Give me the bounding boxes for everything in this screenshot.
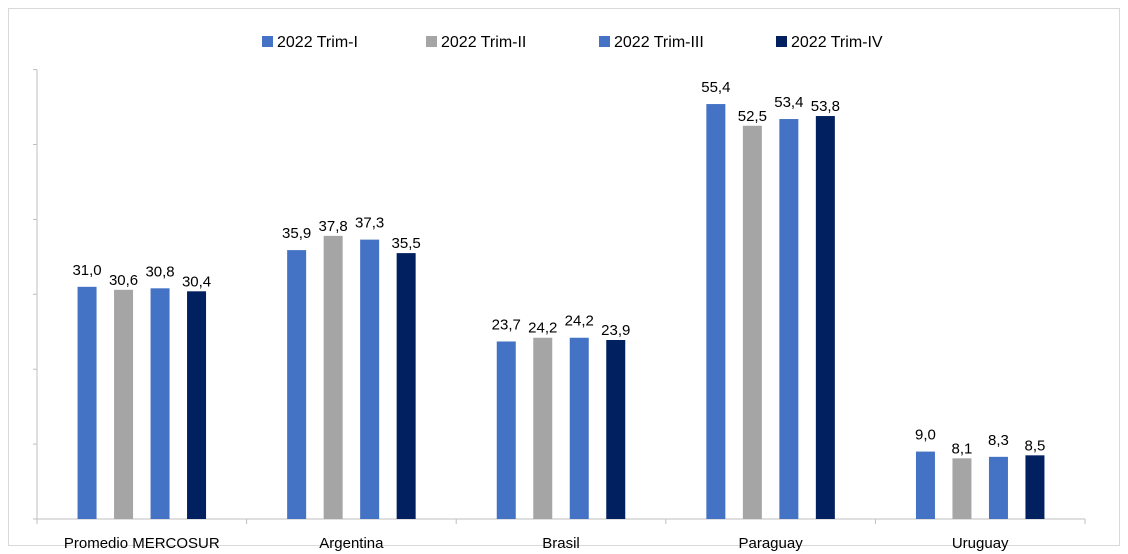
data-label-2022-trim-ii-uruguay: 8,1 bbox=[952, 440, 973, 457]
data-label-2022-trim-iii-argentina: 37,3 bbox=[355, 215, 384, 232]
legend-swatch-2022-trim-iii bbox=[599, 36, 610, 47]
bar-2022-trim-iii-promedio-mercosur bbox=[150, 288, 170, 519]
data-label-2022-trim-iv-paraguay: 53,8 bbox=[811, 98, 840, 115]
legend-label-2022-trim-iv: 2022 Trim-IV bbox=[791, 34, 883, 51]
bar-2022-trim-ii-uruguay bbox=[952, 458, 972, 519]
data-label-2022-trim-iv-argentina: 35,5 bbox=[392, 235, 421, 252]
bar-2022-trim-iv-brasil bbox=[606, 339, 626, 519]
bar-2022-trim-iii-paraguay bbox=[779, 119, 799, 519]
data-label-2022-trim-ii-promedio-mercosur: 30,6 bbox=[109, 272, 138, 289]
data-label-2022-trim-iv-uruguay: 8,5 bbox=[1025, 437, 1046, 454]
axes: Promedio MERCOSUR Argentina Brasil Paraguay… bbox=[33, 69, 1086, 552]
bar-2022-trim-ii-promedio-mercosur bbox=[114, 289, 134, 519]
data-label-2022-trim-iv-brasil: 23,9 bbox=[601, 322, 630, 339]
legend-label-2022-trim-i: 2022 Trim-I bbox=[277, 34, 358, 51]
bars bbox=[77, 104, 1045, 520]
legend-label-2022-trim-iii: 2022 Trim-III bbox=[614, 34, 704, 51]
data-label-2022-trim-ii-brasil: 24,2 bbox=[528, 320, 557, 337]
bar-2022-trim-i-paraguay bbox=[706, 104, 726, 519]
legend-label-2022-trim-ii: 2022 Trim-II bbox=[441, 34, 526, 51]
bar-2022-trim-ii-paraguay bbox=[742, 125, 762, 520]
bar-2022-trim-iii-uruguay bbox=[988, 456, 1008, 519]
bar-2022-trim-i-promedio-mercosur bbox=[77, 286, 97, 519]
bar-2022-trim-i-uruguay bbox=[915, 451, 935, 519]
bar-2022-trim-iv-uruguay bbox=[1025, 455, 1045, 519]
x-tick-label-promedio-mercosur: Promedio MERCOSUR bbox=[64, 535, 220, 552]
bar-2022-trim-ii-brasil bbox=[533, 337, 553, 519]
data-labels: 31,0 35,9 23,7 55,4 9,0 30,6 37,8 24,2 52,5 8,1 30… bbox=[72, 79, 1045, 457]
data-label-2022-trim-iii-uruguay: 8,3 bbox=[988, 432, 1009, 449]
bar-2022-trim-iii-argentina bbox=[360, 239, 380, 520]
data-label-2022-trim-ii-paraguay: 52,5 bbox=[738, 108, 767, 125]
data-label-2022-trim-iii-paraguay: 53,4 bbox=[774, 94, 803, 111]
legend-swatch-2022-trim-i bbox=[262, 36, 273, 47]
x-tick-label-argentina: Argentina bbox=[319, 535, 384, 552]
x-tick-label-brasil: Brasil bbox=[542, 535, 580, 552]
bar-2022-trim-i-brasil bbox=[496, 341, 516, 519]
data-label-2022-trim-i-uruguay: 9,0 bbox=[915, 427, 936, 444]
bar-2022-trim-ii-argentina bbox=[323, 235, 343, 520]
legend-swatch-2022-trim-iv bbox=[776, 36, 787, 47]
bar-2022-trim-iv-promedio-mercosur bbox=[187, 291, 207, 519]
data-label-2022-trim-iv-promedio-mercosur: 30,4 bbox=[182, 273, 211, 290]
bar-2022-trim-iv-argentina bbox=[396, 253, 416, 520]
x-tick-label-uruguay: Uruguay bbox=[952, 535, 1009, 552]
data-label-2022-trim-iii-brasil: 24,2 bbox=[565, 313, 594, 330]
data-label-2022-trim-i-promedio-mercosur: 31,0 bbox=[72, 262, 101, 279]
bar-2022-trim-iv-paraguay bbox=[815, 116, 835, 520]
bar-2022-trim-iii-brasil bbox=[569, 337, 589, 519]
bar-2022-trim-i-argentina bbox=[287, 250, 307, 519]
data-label-2022-trim-ii-argentina: 37,8 bbox=[319, 218, 348, 235]
data-label-2022-trim-i-argentina: 35,9 bbox=[282, 225, 311, 242]
data-label-2022-trim-i-brasil: 23,7 bbox=[492, 316, 521, 333]
data-label-2022-trim-i-paraguay: 55,4 bbox=[701, 79, 730, 96]
legend: 2022 Trim-I 2022 Trim-II 2022 Trim-III 2022… bbox=[262, 34, 883, 51]
x-tick-label-paraguay: Paraguay bbox=[738, 535, 803, 552]
legend-swatch-2022-trim-ii bbox=[426, 36, 437, 47]
data-label-2022-trim-iii-promedio-mercosur: 30,8 bbox=[145, 263, 174, 280]
